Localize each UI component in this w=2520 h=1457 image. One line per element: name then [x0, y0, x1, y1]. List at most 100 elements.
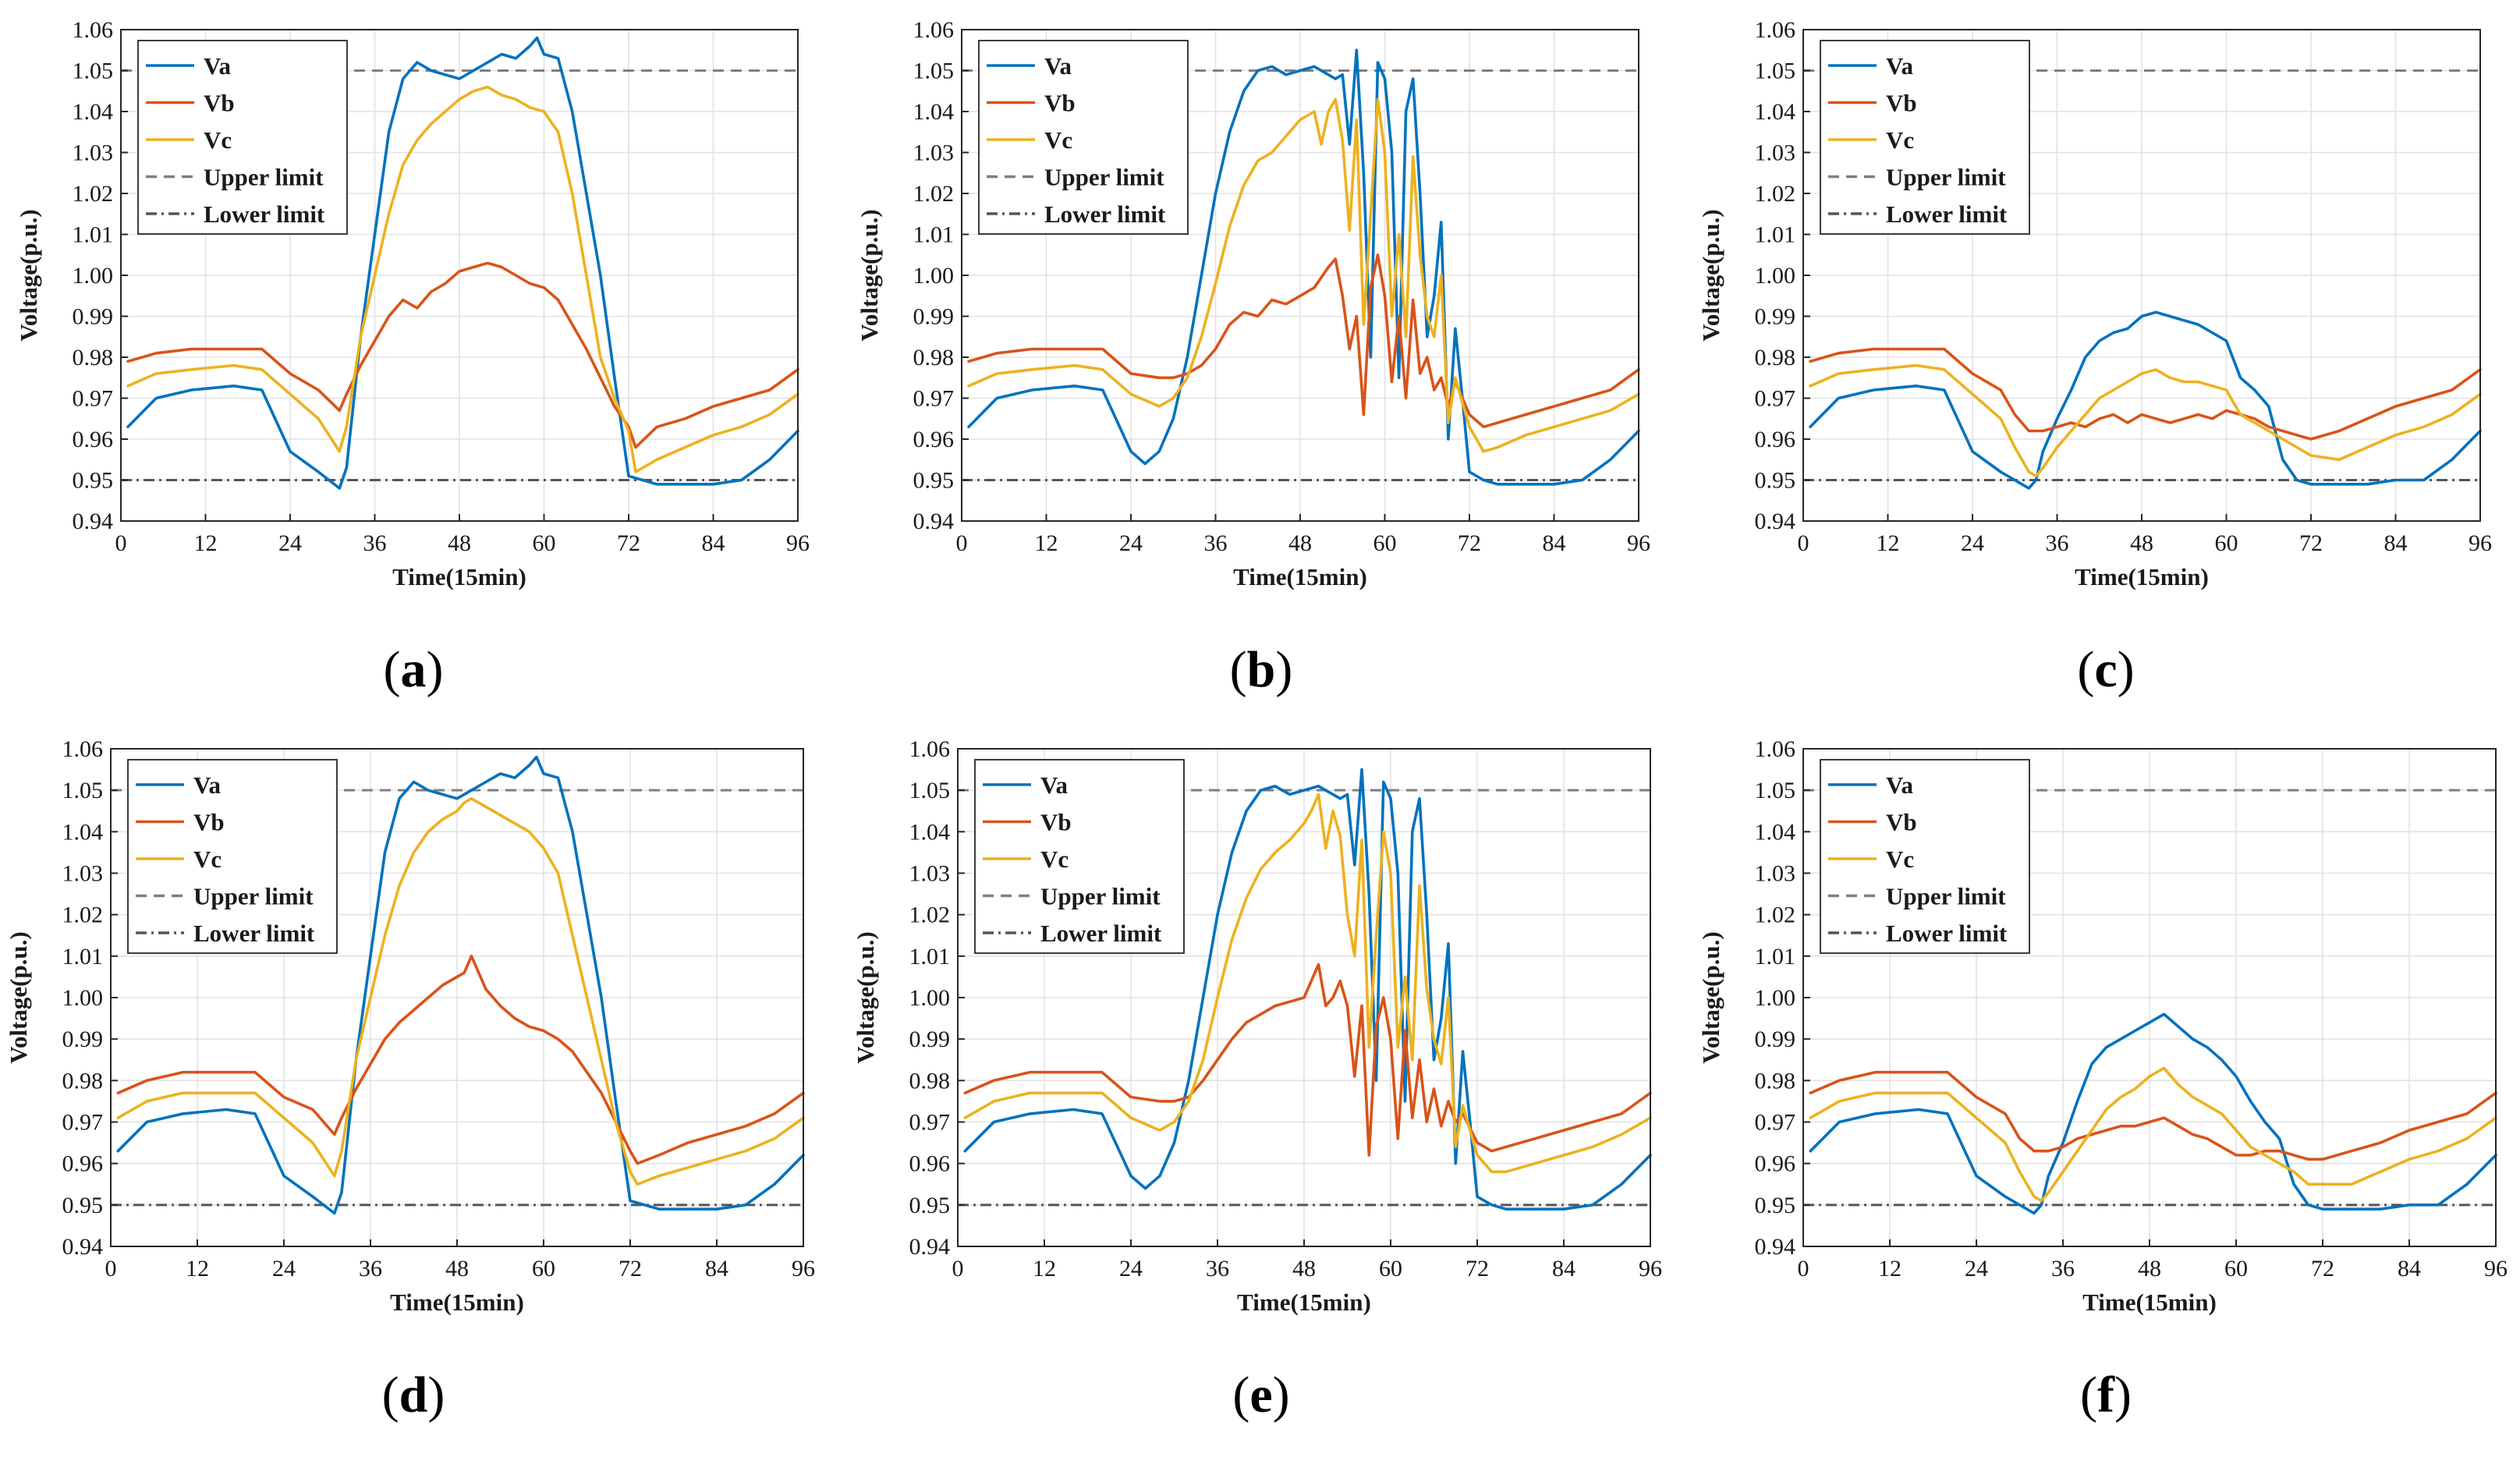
panel-tag-letter: a — [401, 641, 427, 698]
x-tick-label: 60 — [532, 1256, 555, 1282]
panel-tag-letter: f — [2097, 1367, 2115, 1423]
legend-box — [974, 759, 1185, 954]
y-tick-label: 0.97 — [1755, 386, 1796, 412]
x-tick-label: 84 — [1543, 530, 1566, 556]
panel-tag-letter: b — [1247, 641, 1276, 698]
legend-label: Vb — [1044, 90, 1076, 117]
x-tick-label: 84 — [2384, 530, 2408, 556]
y-tick-label: 1.01 — [62, 944, 104, 970]
y-tick-label: 1.04 — [1755, 819, 1796, 845]
x-tick-label: 12 — [194, 530, 218, 556]
panel-tag-e: (e) — [1232, 1367, 1289, 1423]
series-line-vb — [1809, 347, 2482, 441]
legend-label: Lower limit — [1044, 200, 1166, 228]
x-tick-label: 96 — [792, 1256, 815, 1282]
y-tick-label: 0.97 — [1755, 1110, 1796, 1136]
x-tick-label: 0 — [952, 1256, 964, 1282]
series-line-vb — [967, 253, 1640, 429]
x-tick-label: 60 — [1373, 530, 1397, 556]
y-tick-label: 0.95 — [909, 1193, 951, 1218]
x-tick-label: 36 — [359, 1256, 382, 1282]
panel-tag-paren: ) — [2114, 1367, 2132, 1423]
y-tick-label: 1.00 — [73, 263, 114, 289]
y-tick-label: 1.04 — [913, 99, 955, 125]
y-tick-label: 0.99 — [913, 304, 955, 330]
legend-label: Vc — [1040, 845, 1069, 873]
y-tick-label: 0.95 — [1755, 468, 1796, 494]
x-tick-label: 24 — [1961, 530, 1984, 556]
legend-label: Vb — [1040, 809, 1072, 836]
x-tick-label: 72 — [1466, 1256, 1489, 1282]
panel-tag-d: (d) — [382, 1367, 445, 1423]
y-tick-label: 1.00 — [62, 985, 104, 1011]
legend: Va Vb Vc Upper limit Lower limit — [1820, 759, 2030, 954]
y-tick-label: 1.05 — [73, 58, 114, 84]
x-tick-label: 72 — [2311, 1256, 2334, 1282]
x-tick-label: 12 — [1033, 1256, 1056, 1282]
x-tick-label: 24 — [278, 530, 302, 556]
chart-panel-a: 0 12 24 36 48 60 72 84 96 0.94 0.95 0.96 0.97 0.98 0.9… — [15, 17, 810, 590]
series-line-vc — [116, 796, 805, 1186]
y-tick-label: 1.03 — [1755, 861, 1796, 887]
x-axis-label: Time(15min) — [2075, 563, 2209, 590]
panel-tag-letter: c — [2094, 641, 2117, 698]
y-tick-label: 0.95 — [62, 1193, 104, 1218]
legend-box — [1820, 759, 2030, 954]
y-tick-label: 0.94 — [62, 1234, 104, 1260]
y-tick-label: 0.98 — [62, 1068, 104, 1094]
legend-label: Va — [1886, 52, 1914, 80]
y-tick-label: 1.01 — [73, 222, 114, 248]
series-line-va — [963, 767, 1652, 1211]
x-tick-label: 72 — [1458, 530, 1481, 556]
y-tick-label: 0.94 — [1755, 1234, 1796, 1260]
y-tick-label: 0.98 — [909, 1068, 951, 1094]
series-line-vb — [116, 955, 805, 1165]
legend-label: Upper limit — [204, 164, 324, 191]
y-tick-label: 0.97 — [73, 386, 114, 412]
series-line-vb — [1809, 1070, 2497, 1161]
x-tick-label: 36 — [1206, 1256, 1229, 1282]
y-tick-label: 1.06 — [1755, 736, 1796, 762]
y-tick-label: 1.06 — [73, 17, 114, 43]
x-tick-label: 96 — [1627, 530, 1650, 556]
y-tick-label: 0.98 — [1755, 1068, 1796, 1094]
x-tick-label: 36 — [363, 530, 387, 556]
legend-label: Vb — [1886, 90, 1917, 117]
y-tick-label: 1.05 — [913, 58, 955, 84]
legend: Va Vb Vc Upper limit Lower limit — [974, 759, 1185, 954]
y-axis-label: Voltage(p.u.) — [1697, 209, 1724, 341]
legend-box — [1820, 40, 2030, 235]
x-tick-label: 0 — [1798, 530, 1809, 556]
y-axis-label: Voltage(p.u.) — [15, 209, 42, 341]
panel-tag-paren: ) — [427, 641, 444, 698]
y-tick-label: 0.98 — [1755, 345, 1796, 370]
series-line-vb — [126, 261, 799, 449]
series-line-vc — [126, 85, 799, 473]
x-tick-label: 0 — [105, 1256, 117, 1282]
legend-label: Upper limit — [1886, 164, 2006, 191]
x-tick-label: 24 — [272, 1256, 296, 1282]
legend-label: Va — [1044, 52, 1072, 80]
y-tick-label: 1.00 — [1755, 263, 1796, 289]
x-tick-label: 48 — [448, 530, 471, 556]
series-line-va — [967, 48, 1640, 486]
legend-label: Lower limit — [1040, 920, 1162, 947]
panel-tag-paren: ( — [382, 1367, 399, 1423]
x-tick-label: 84 — [705, 1256, 728, 1282]
legend-label: Va — [1040, 771, 1069, 799]
y-tick-label: 0.99 — [73, 304, 114, 330]
y-tick-label: 1.01 — [913, 222, 955, 248]
x-axis-label: Time(15min) — [2082, 1289, 2217, 1316]
chart-panel-f: 0 12 24 36 48 60 72 84 96 0.94 0.95 0.96 0.97 0.98 0.9… — [1697, 736, 2508, 1316]
panel-tag-paren: ) — [1275, 641, 1292, 698]
y-tick-label: 1.04 — [73, 99, 114, 125]
x-axis-label: Time(15min) — [390, 1289, 524, 1316]
panel-tag-b: (b) — [1230, 641, 1293, 698]
y-tick-label: 0.96 — [73, 427, 114, 452]
y-tick-label: 1.03 — [1755, 140, 1796, 166]
y-tick-label: 1.02 — [62, 902, 104, 928]
series-line-va — [126, 36, 799, 490]
y-tick-label: 1.03 — [913, 140, 955, 166]
y-tick-label: 0.94 — [913, 509, 955, 534]
